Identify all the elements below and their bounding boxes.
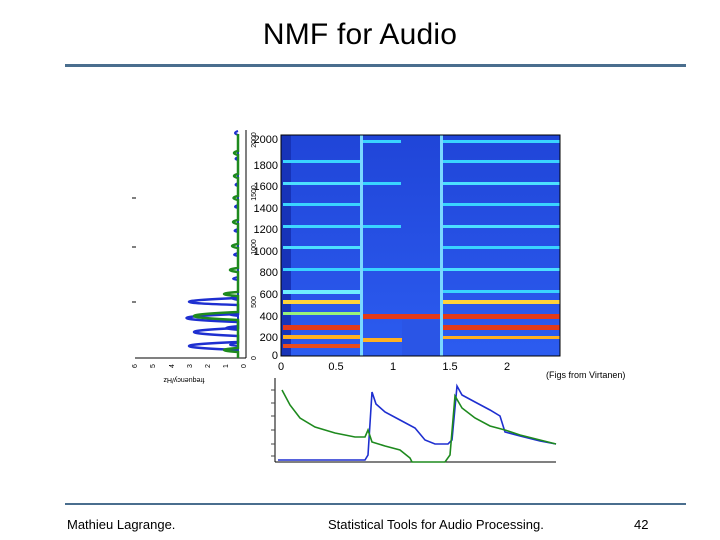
x-tick-label: 0.5 [328, 361, 343, 373]
harmonic-band [283, 344, 360, 348]
amp-tick-label: 5 [150, 364, 157, 368]
spectrogram [280, 134, 561, 357]
harmonic-band [283, 246, 360, 249]
activation-series-blue [278, 383, 557, 461]
y-tick-label: 1000 [254, 246, 278, 258]
x-tick-label: 0 [278, 361, 284, 373]
segment-2-harmonics [363, 140, 440, 356]
figure-caption: (Figs from Virtanen) [546, 370, 626, 380]
spectrogram-y-axis: 0 200 400 600 800 1000 1200 1400 1600 18… [254, 134, 278, 362]
harmonic-band [443, 336, 560, 339]
y-tick-label: 1600 [254, 181, 278, 193]
amp-tick-label: 3 [187, 364, 194, 368]
harmonic-band [443, 325, 560, 330]
y-tick-label: 1800 [254, 160, 278, 172]
harmonic-band [443, 290, 560, 293]
amp-tick-label: 4 [169, 364, 176, 368]
harmonic-band [283, 182, 360, 185]
onset-line [440, 135, 443, 356]
harmonic-band [283, 325, 360, 330]
harmonic-band [363, 182, 401, 185]
y-tick-label: 800 [260, 267, 278, 279]
footer-divider [65, 503, 686, 505]
y-tick-label: 400 [260, 311, 278, 323]
freq-tick-label: 2000 [251, 132, 258, 148]
harmonic-band [443, 225, 560, 228]
basis-spectra-panel: 0 500 1000 1500 2000 6 5 4 3 2 1 0 frequ… [132, 130, 258, 383]
activation-series-green [281, 389, 557, 463]
harmonic-band [283, 203, 360, 206]
harmonic-band [443, 203, 560, 206]
x-tick-label: 2 [504, 361, 510, 373]
harmonic-band [283, 300, 360, 304]
activation-panel [271, 378, 557, 463]
y-tick-label: 600 [260, 289, 278, 301]
harmonic-band [363, 140, 401, 143]
page-number: 42 [634, 517, 649, 532]
y-tick-label: 1200 [254, 224, 278, 236]
freq-tick-label: 1500 [251, 185, 258, 201]
harmonic-band [283, 312, 360, 315]
segment-3-harmonics [443, 140, 560, 339]
harmonic-band [443, 300, 560, 304]
harmonic-band [363, 338, 440, 342]
harmonic-band [443, 314, 560, 319]
basis-series-green [193, 134, 240, 358]
onset-line [360, 135, 363, 356]
harmonic-band [443, 182, 560, 185]
x-tick-label: 1.5 [442, 361, 457, 373]
freq-tick-label: 1000 [251, 239, 258, 255]
harmonic-band [443, 268, 560, 271]
harmonic-band [283, 335, 360, 339]
freq-tick-label: 0 [251, 356, 258, 360]
y-tick-label: 0 [272, 350, 278, 362]
harmonic-band [363, 268, 440, 271]
harmonic-band [283, 225, 360, 228]
footer-author: Mathieu Lagrange. [67, 517, 176, 532]
spectrogram-background [281, 135, 560, 356]
amp-tick-label: 0 [241, 364, 248, 368]
harmonic-band [402, 320, 440, 356]
basis-series-blue-low [185, 296, 240, 352]
harmonic-band [363, 225, 401, 228]
title-divider [65, 64, 686, 67]
amp-tick-label: 6 [132, 364, 139, 368]
footer-course-title: Statistical Tools for Audio Processing. [328, 517, 544, 532]
amp-tick-label: 1 [223, 364, 230, 368]
harmonic-band [443, 160, 560, 163]
y-tick-label: 2000 [254, 134, 278, 146]
activation-ticks [271, 389, 275, 457]
spectrogram-edge-shade [281, 135, 291, 356]
spectrogram-frame [280, 134, 561, 357]
y-tick-label: 1400 [254, 203, 278, 215]
amp-tick-label: 2 [205, 364, 212, 368]
slide-title: NMF for Audio [262, 18, 458, 51]
harmonic-band [363, 314, 440, 319]
harmonic-band [443, 246, 560, 249]
harmonic-band [443, 140, 560, 143]
segment-1-harmonics [283, 160, 360, 348]
freq-axis-label: frequency/Hz [163, 376, 205, 383]
x-tick-label: 1 [390, 361, 396, 373]
freq-tick-label: 500 [251, 296, 258, 308]
spectrogram-x-axis: 0 0.5 1 1.5 2 [278, 361, 510, 373]
y-tick-label: 200 [260, 332, 278, 344]
harmonic-band [283, 290, 360, 294]
harmonic-band [283, 268, 360, 271]
harmonic-band [283, 160, 360, 163]
